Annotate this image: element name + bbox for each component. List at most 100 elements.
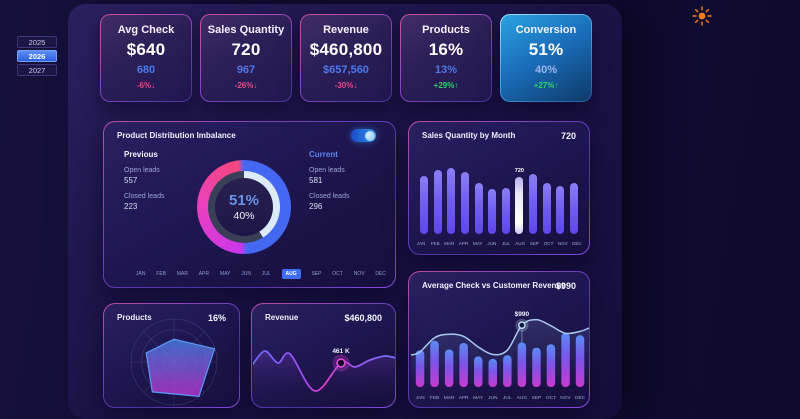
- trend-area: [411, 319, 589, 387]
- sales-bar-dec: [569, 183, 578, 234]
- theme-toggle-button[interactable]: [691, 5, 713, 27]
- card-change-badge: -6%↓: [136, 81, 156, 90]
- legend-label: Closed leads: [309, 193, 350, 200]
- sales-bar-mar: [447, 168, 456, 234]
- month-jul: JUL: [501, 241, 511, 246]
- combo-bar-oct: [546, 344, 556, 387]
- avg-check-vs-revenue-panel: Average Check vs Customer Revenue $990 J…: [408, 271, 590, 408]
- combo-bar-jun: [488, 358, 497, 387]
- toggle-knob-icon: [364, 130, 375, 141]
- card-title: Revenue: [323, 24, 369, 36]
- month-jul[interactable]: JUL: [261, 271, 271, 277]
- month-jun: JUN: [487, 241, 497, 246]
- month-axis-row: JAN FEB MAR APR MAY JUN JUL AUG SEP OCT NOV DEC: [414, 241, 584, 246]
- legend-current: Current Open leads 581 Closed leads 296: [309, 151, 349, 219]
- sparkline-chart: 461 K: [253, 348, 395, 407]
- kpi-card-avg-check[interactable]: Avg Check $640 680 -6%↓: [100, 14, 192, 102]
- month-mar[interactable]: MAR: [176, 271, 188, 277]
- sales-bar-feb: [433, 170, 442, 234]
- sales-bar-may: [474, 183, 483, 234]
- combo-bar-jul: [503, 355, 512, 387]
- card-value: 16%: [428, 40, 464, 59]
- sales-bar-apr: [460, 172, 469, 234]
- year-button-2026[interactable]: 2026: [17, 50, 57, 62]
- panel-value: 16%: [207, 313, 226, 323]
- month-dec: DEC: [572, 241, 582, 246]
- kpi-card-products[interactable]: Products 16% 13% +29%↑: [400, 14, 492, 102]
- card-change-badge: -26%↓: [234, 81, 258, 90]
- distribution-donut-chart: 51% 40%: [197, 160, 291, 254]
- marker-glow: [332, 354, 350, 372]
- combo-bar-apr: [459, 343, 468, 387]
- sparkline-line: [253, 350, 395, 392]
- month-jan: JAN: [416, 241, 426, 246]
- distribution-toggle[interactable]: [351, 129, 376, 142]
- axis-month-may: MAY: [473, 395, 484, 401]
- card-value: $640: [126, 40, 166, 59]
- donut-primary-value: 51%: [228, 192, 260, 209]
- month-mar: MAR: [444, 241, 455, 246]
- month-feb: FEB: [430, 241, 440, 246]
- axis-month-jul: JUL: [503, 395, 512, 401]
- product-distribution-panel: Product Distribution Imbalance Previous …: [103, 121, 396, 288]
- month-oct[interactable]: OCT: [332, 271, 343, 277]
- year-button-2025[interactable]: 2025: [17, 36, 57, 48]
- combo-bar-nov: [561, 333, 570, 387]
- combo-bar-aug: [517, 342, 527, 387]
- axis-month-apr: APR: [459, 395, 469, 401]
- month-feb[interactable]: FEB: [156, 271, 167, 277]
- sales-bar-aug: 720: [515, 168, 524, 234]
- card-border: Sales Quantity 720 967 -26%↓: [200, 14, 292, 102]
- month-nov[interactable]: NOV: [353, 271, 365, 277]
- month-may[interactable]: MAY: [219, 271, 231, 277]
- legend-heading: Previous: [124, 150, 158, 159]
- panel-title: Average Check vs Customer Revenue: [422, 281, 566, 290]
- month-apr[interactable]: APR: [198, 271, 210, 277]
- legend-value: 557: [124, 176, 138, 185]
- axis-month-mar: MAR: [444, 395, 455, 401]
- panel-value: $460,800: [344, 313, 382, 323]
- card-value: 720: [231, 40, 261, 59]
- card-title: Products: [422, 24, 470, 36]
- card-value: 51%: [528, 40, 564, 59]
- donut-secondary-value: 40%: [233, 210, 255, 222]
- card-border: Avg Check $640 680 -6%↓: [100, 14, 192, 102]
- sales-bar-jun: [488, 189, 497, 234]
- card-secondary-value: 13%: [434, 64, 458, 76]
- panel-value: 720: [560, 131, 576, 141]
- sparkline-area: [253, 350, 395, 407]
- year-button-2027[interactable]: 2027: [17, 64, 57, 76]
- legend-previous: Previous Open leads 557 Closed leads 223: [124, 151, 164, 219]
- month-sep[interactable]: SEP: [311, 271, 322, 277]
- combo-bar-mar: [444, 349, 454, 387]
- panel-value: $990: [555, 281, 576, 291]
- panel-title: Revenue: [265, 313, 299, 322]
- month-may: MAY: [472, 241, 483, 246]
- marker-label: $990: [515, 311, 530, 318]
- trend-line: [410, 318, 589, 356]
- legend-heading: Current: [309, 150, 338, 159]
- month-sep: SEP: [529, 241, 539, 246]
- combo-bar-sep: [532, 347, 541, 387]
- legend-label: Open leads: [309, 167, 345, 174]
- legend-value: 581: [309, 176, 323, 185]
- month-jan[interactable]: JAN: [136, 271, 146, 277]
- month-dec[interactable]: DEC: [375, 271, 386, 277]
- kpi-card-revenue[interactable]: Revenue $460,800 $657,560 -30%↓: [300, 14, 392, 102]
- card-secondary-value: $657,560: [323, 64, 369, 76]
- axis-month-feb: FEB: [430, 395, 439, 401]
- month-jun[interactable]: JUN: [241, 271, 251, 277]
- card-value: $460,800: [309, 40, 383, 59]
- combo-chart: JAN FEB MAR APR MAY JUN JUL AUG SEP OCT NOV DEC $990: [410, 311, 589, 401]
- radar-shape: [145, 338, 216, 398]
- combo-bar-jan: [415, 350, 425, 387]
- radar-chart: [130, 318, 218, 406]
- axis-month-aug: AUG: [517, 395, 528, 401]
- kpi-card-sales-quantity[interactable]: Sales Quantity 720 967 -26%↓: [200, 14, 292, 102]
- kpi-card-conversion[interactable]: Conversion 51% 40% +27%↑: [500, 14, 592, 102]
- month-aug[interactable]: AUG: [281, 269, 301, 279]
- legend-label: Open leads: [124, 167, 160, 174]
- month-filter-row: JAN FEB MAR APR MAY JUN JUL AUG SEP OCT NOV DEC: [136, 269, 386, 279]
- card-change-badge: +27%↑: [533, 81, 559, 90]
- sales-bar-highlight-label: 720: [514, 168, 524, 174]
